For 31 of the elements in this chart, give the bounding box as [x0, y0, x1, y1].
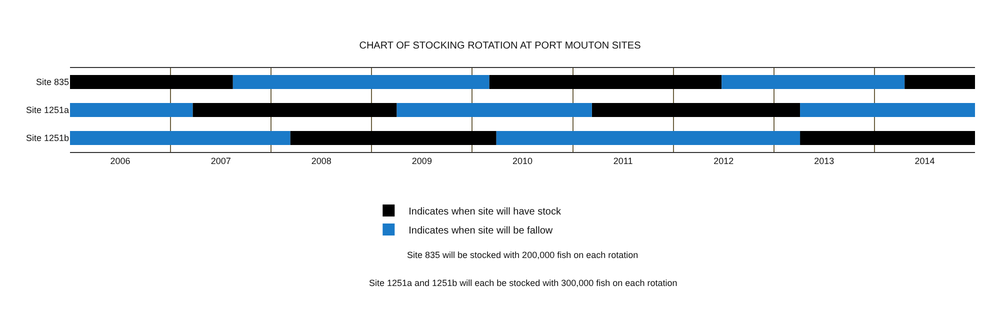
legend-label: Indicates when site will be fallow: [408, 225, 554, 236]
bar: [496, 131, 800, 145]
bar: [489, 75, 722, 89]
bar: [396, 103, 592, 117]
x-tick-label: 2009: [412, 156, 432, 166]
bar: [290, 131, 496, 145]
x-tick-label: 2014: [914, 156, 935, 166]
x-tick-label: 2013: [814, 156, 834, 166]
y-tick-label: Site 1251a: [26, 105, 69, 116]
bar: [722, 75, 905, 89]
bar: [800, 103, 975, 117]
legend-label: Indicates when site will have stock: [408, 206, 562, 218]
bar: [592, 103, 800, 117]
x-tick-label: 2012: [714, 156, 734, 166]
bar: [232, 75, 490, 89]
bar: [800, 131, 975, 145]
x-tick-label: 2008: [311, 156, 332, 166]
x-tick-label: 2006: [110, 156, 130, 166]
text: Site 835 will be stocked with 200,000 fish on each rotation: [407, 250, 638, 260]
y-tick-label: Site 1251b: [26, 133, 69, 144]
x-tick-label: 2011: [613, 156, 633, 166]
chart-title: CHART OF STOCKING ROTATION AT PORT MOUTON SITES: [359, 40, 642, 52]
bar: [904, 75, 975, 89]
x-tick-label: 2010: [512, 156, 533, 166]
bar: [70, 131, 290, 145]
bar: [70, 75, 233, 89]
x-tick-label: 2007: [210, 156, 231, 166]
bar: [70, 103, 193, 117]
bar: [192, 103, 397, 117]
y-tick-label: Site 835: [36, 77, 69, 88]
text: Site 1251a and 1251b will each be stocked with 300,000 fish on each rotation: [369, 278, 678, 288]
